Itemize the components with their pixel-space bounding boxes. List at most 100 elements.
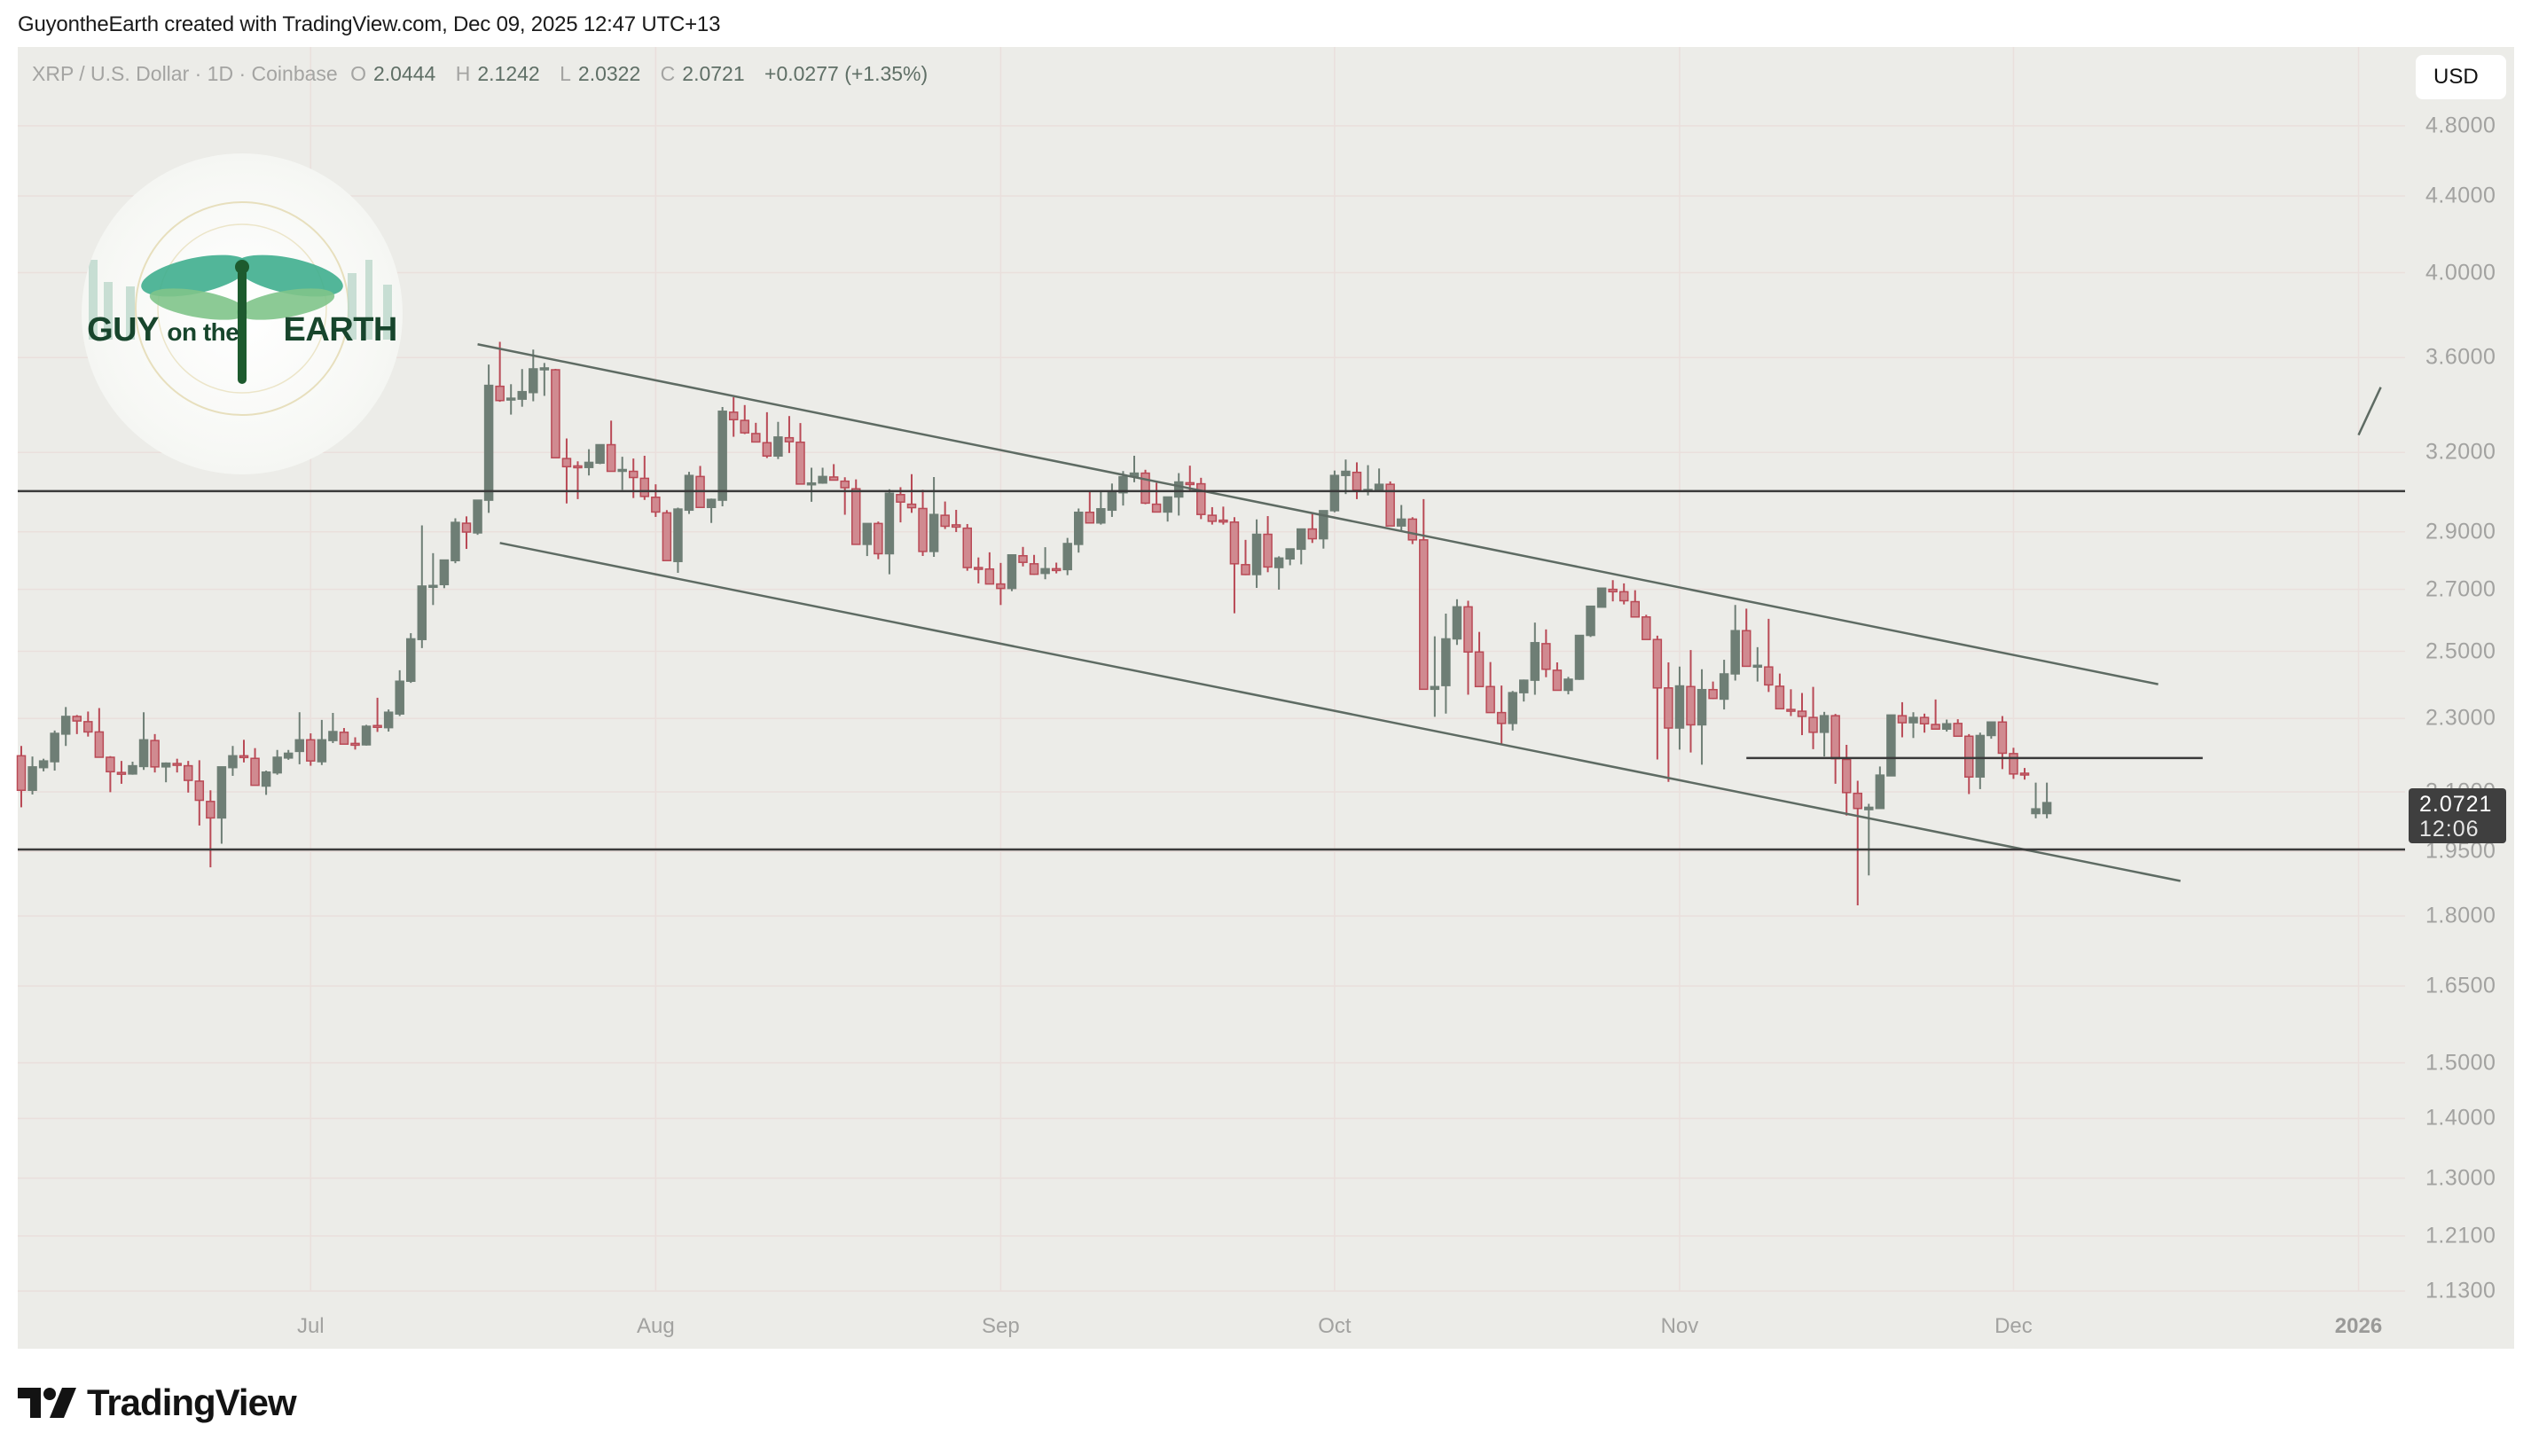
time-tick-label: Sep [982, 1314, 1020, 1338]
candle [1508, 691, 1517, 731]
price-tick-label: 1.8000 [2425, 903, 2496, 928]
candle [1563, 677, 1573, 695]
candle [828, 464, 839, 481]
open-label: O [350, 62, 366, 85]
candle [1808, 686, 1818, 749]
time-tick-label: Oct [1318, 1314, 1352, 1338]
candle [1018, 546, 1028, 567]
candle [1185, 466, 1195, 491]
candle [1341, 459, 1351, 495]
candle [1218, 506, 1228, 525]
candle [1752, 646, 1763, 682]
price-tick-label: 4.8000 [2425, 113, 2496, 138]
candle [206, 790, 215, 868]
candle [996, 562, 1006, 606]
low-value: 2.0322 [577, 62, 641, 85]
candle [606, 420, 616, 473]
candle [272, 749, 282, 775]
candle [984, 552, 995, 585]
candle [128, 761, 137, 775]
candle [228, 746, 238, 776]
candle [717, 406, 727, 507]
candle [216, 766, 227, 844]
candle [383, 709, 394, 732]
candle [473, 499, 482, 536]
candle [673, 507, 683, 573]
candle [773, 421, 783, 459]
candle [1051, 562, 1062, 574]
candle [1062, 537, 1072, 575]
candle [706, 498, 717, 523]
candle [461, 516, 472, 550]
candle [974, 557, 983, 583]
candle [561, 438, 572, 504]
candle [1897, 701, 1908, 738]
candle [1452, 599, 1462, 646]
candle [172, 758, 182, 773]
candle [1407, 517, 1417, 544]
candle [862, 522, 873, 557]
chart-credit: GuyontheEarth created with TradingView.c… [18, 12, 721, 36]
candle [762, 411, 772, 458]
candle [929, 476, 939, 558]
candle [1029, 554, 1039, 575]
candle [1519, 679, 1529, 702]
candle [884, 489, 895, 575]
candle [1652, 635, 1663, 760]
candle [184, 761, 193, 793]
candle [361, 724, 372, 746]
dragonfly-icon [89, 201, 392, 416]
candle [38, 758, 49, 771]
candle [1708, 681, 1718, 700]
candle [83, 711, 93, 737]
candle [1163, 496, 1172, 522]
candle [1742, 608, 1751, 668]
candle [1552, 661, 1563, 692]
price-tick-label: 2.9000 [2425, 519, 2496, 544]
candle [106, 755, 115, 793]
candle [1107, 483, 1117, 517]
currency-button[interactable]: USD [2416, 55, 2506, 99]
candle [1374, 468, 1384, 492]
trendline-channel-upper[interactable] [477, 343, 2159, 685]
candle [239, 740, 249, 763]
candle [1875, 766, 1885, 810]
logo-text-on-the: on the [167, 318, 239, 346]
candle [1229, 517, 1240, 614]
candle [1997, 716, 2008, 770]
trendline-channel-lower[interactable] [499, 542, 2181, 882]
time-tick-label: Jul [296, 1314, 325, 1338]
candle [1797, 693, 1807, 736]
tradingview-branding[interactable]: TradingView [18, 1382, 297, 1424]
candle [1608, 580, 1618, 602]
candle [851, 479, 861, 545]
candle [1040, 547, 1050, 580]
candle [60, 707, 71, 747]
symbol-description: XRP / U.S. Dollar · 1D · Coinbase [32, 62, 338, 85]
candle [818, 467, 827, 484]
candle [728, 397, 739, 437]
price-tick-label: 1.1300 [2425, 1278, 2496, 1303]
candle [1251, 519, 1262, 588]
candle [1285, 548, 1295, 566]
change-value: +0.0277 (+1.35%) [764, 62, 929, 85]
candle [695, 466, 705, 508]
candle [1396, 505, 1407, 533]
candle [27, 756, 37, 795]
candle [417, 525, 427, 648]
candle [1953, 719, 1963, 738]
trendline-short-up-line[interactable] [2357, 387, 2382, 436]
candle [94, 708, 105, 758]
candle [1096, 491, 1106, 525]
tradingview-wordmark: TradingView [87, 1382, 297, 1423]
candle [1764, 618, 1774, 693]
candle [1419, 498, 1429, 691]
candle [428, 552, 438, 606]
candle [1173, 473, 1184, 516]
time-tick-label: 2026 [2334, 1314, 2383, 1338]
price-tick-label: 4.0000 [2425, 260, 2496, 286]
candle [1931, 699, 1940, 730]
candle [740, 404, 749, 434]
candle [1853, 780, 1862, 905]
